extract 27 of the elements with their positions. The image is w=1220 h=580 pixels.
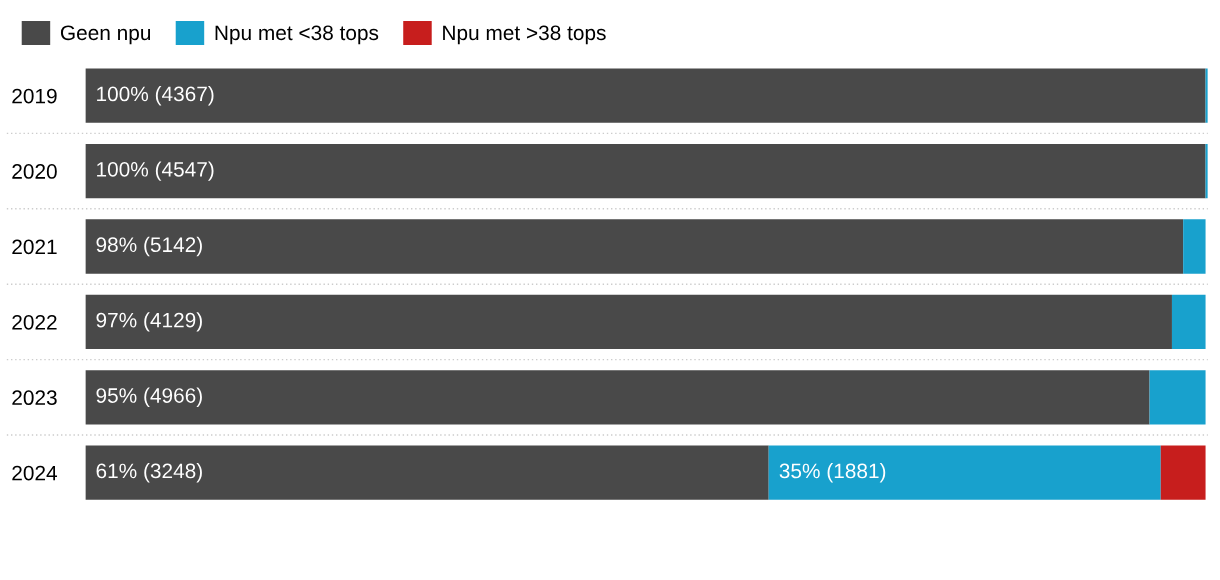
data-label: 98% (5142)	[96, 236, 202, 257]
y-tick-label: 2024	[12, 465, 58, 481]
y-tick-label: 2022	[12, 314, 57, 330]
y-tick-label: 2023	[12, 390, 57, 406]
data-label: 100% (4367)	[97, 85, 214, 106]
data-label: 35% (1881)	[779, 462, 886, 483]
bar	[85, 219, 1184, 274]
bar	[1183, 219, 1206, 274]
data-label: 95% (4966)	[96, 387, 202, 407]
legend-label: Npu met >38 tops	[443, 25, 606, 45]
y-tick-label: 2020	[12, 164, 57, 179]
y-tick-label: 2019	[12, 88, 57, 104]
bar	[1149, 370, 1206, 425]
y-tick-label: 2021	[12, 239, 57, 255]
data-label: 97% (4129)	[96, 312, 202, 332]
bar	[768, 445, 1161, 500]
bar	[85, 294, 1172, 350]
bar	[1160, 445, 1206, 500]
bar	[85, 370, 1150, 425]
legend-label: Npu met <38 tops	[215, 25, 379, 45]
data-label: 61% (3248)	[96, 462, 202, 483]
legend-label: Geen npu	[60, 25, 151, 45]
bar	[85, 445, 769, 500]
bar	[85, 68, 1206, 123]
data-label: 100% (4547)	[97, 161, 214, 181]
bar	[85, 143, 1206, 199]
bar	[1171, 294, 1206, 350]
